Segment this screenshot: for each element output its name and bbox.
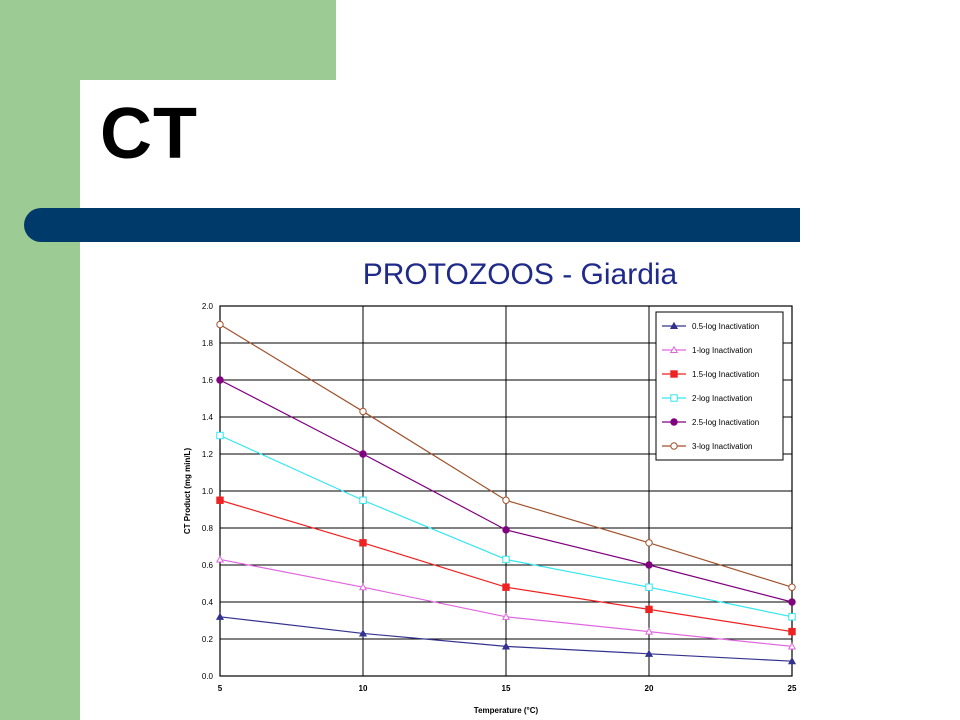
y-tick-label: 2.0	[202, 302, 214, 311]
data-point	[645, 561, 653, 569]
data-point	[644, 627, 654, 635]
data-point	[787, 642, 797, 650]
data-point	[788, 627, 796, 636]
y-tick-label: 1.0	[202, 487, 214, 496]
ct-line-chart: 0.0 0.2 0.4 0.6 0.8 1.0 1.2 1.4 1.6 1.8 2.0 5 10 15 20…	[183, 302, 797, 715]
data-point	[216, 431, 224, 440]
left-green-band	[0, 0, 80, 720]
legend-swatch-marker	[670, 370, 678, 378]
content-panel	[80, 80, 960, 720]
legend-label: 1.5-log Inactivation	[692, 370, 759, 379]
x-tick-label: 5	[218, 684, 223, 693]
data-point	[502, 555, 510, 564]
y-tick-label: 0.2	[202, 635, 214, 644]
x-tick-label: 10	[359, 684, 368, 693]
data-point	[645, 539, 653, 547]
data-point	[645, 583, 653, 591]
data-point	[215, 612, 225, 620]
data-point	[359, 539, 367, 547]
legend-label: 3-log Inactivation	[692, 442, 752, 451]
slide-title: CT	[100, 94, 198, 174]
title-rule	[24, 208, 800, 242]
data-point	[788, 583, 796, 591]
legend-swatch-marker	[669, 321, 679, 330]
legend-swatch-marker	[670, 394, 678, 402]
x-tick-label: 25	[788, 684, 797, 693]
data-point	[501, 612, 511, 620]
y-tick-label: 0.8	[202, 524, 214, 533]
y-tick-label: 1.4	[202, 413, 214, 422]
data-point	[216, 320, 224, 329]
y-tick-label: 1.8	[202, 339, 214, 348]
y-tick-label: 1.2	[202, 450, 214, 459]
top-green-block	[80, 0, 336, 80]
data-point	[359, 450, 367, 458]
data-point	[645, 605, 653, 614]
legend-swatch-marker	[669, 345, 679, 354]
legend-box	[655, 311, 784, 461]
data-point	[501, 642, 511, 650]
legend-swatch-marker	[670, 418, 678, 426]
legend-label: 0.5-log Inactivation	[692, 322, 759, 331]
y-tick-label: 0.4	[202, 598, 214, 607]
data-point	[359, 407, 367, 416]
data-point	[216, 496, 224, 504]
data-point	[788, 598, 796, 606]
legend-swatch-marker	[670, 442, 678, 450]
data-point	[358, 629, 368, 637]
data-point	[216, 376, 224, 384]
data-point	[787, 656, 797, 665]
y-axis-label: CT Product (mg min/L)	[183, 448, 192, 535]
data-point	[215, 555, 225, 563]
x-tick-label: 20	[645, 684, 654, 693]
legend-label: 2.5-log Inactivation	[692, 418, 759, 427]
plot-border	[219, 305, 793, 677]
x-tick-label: 15	[502, 684, 511, 693]
legend-label: 1-log Inactivation	[692, 346, 752, 355]
data-point	[502, 526, 510, 534]
data-point	[358, 582, 368, 591]
data-point	[502, 496, 510, 504]
x-axis-label: Temperature (°C)	[474, 706, 539, 715]
y-tick-label: 0.0	[202, 672, 214, 681]
legend-label: 2-log Inactivation	[692, 394, 752, 403]
y-tick-label: 1.6	[202, 376, 214, 385]
slide-subtitle: PROTOZOOS - Giardia	[362, 258, 678, 291]
data-point	[502, 583, 510, 591]
data-point	[788, 613, 796, 621]
y-tick-label: 0.6	[202, 561, 214, 570]
data-point	[644, 649, 654, 657]
data-point	[359, 496, 367, 504]
